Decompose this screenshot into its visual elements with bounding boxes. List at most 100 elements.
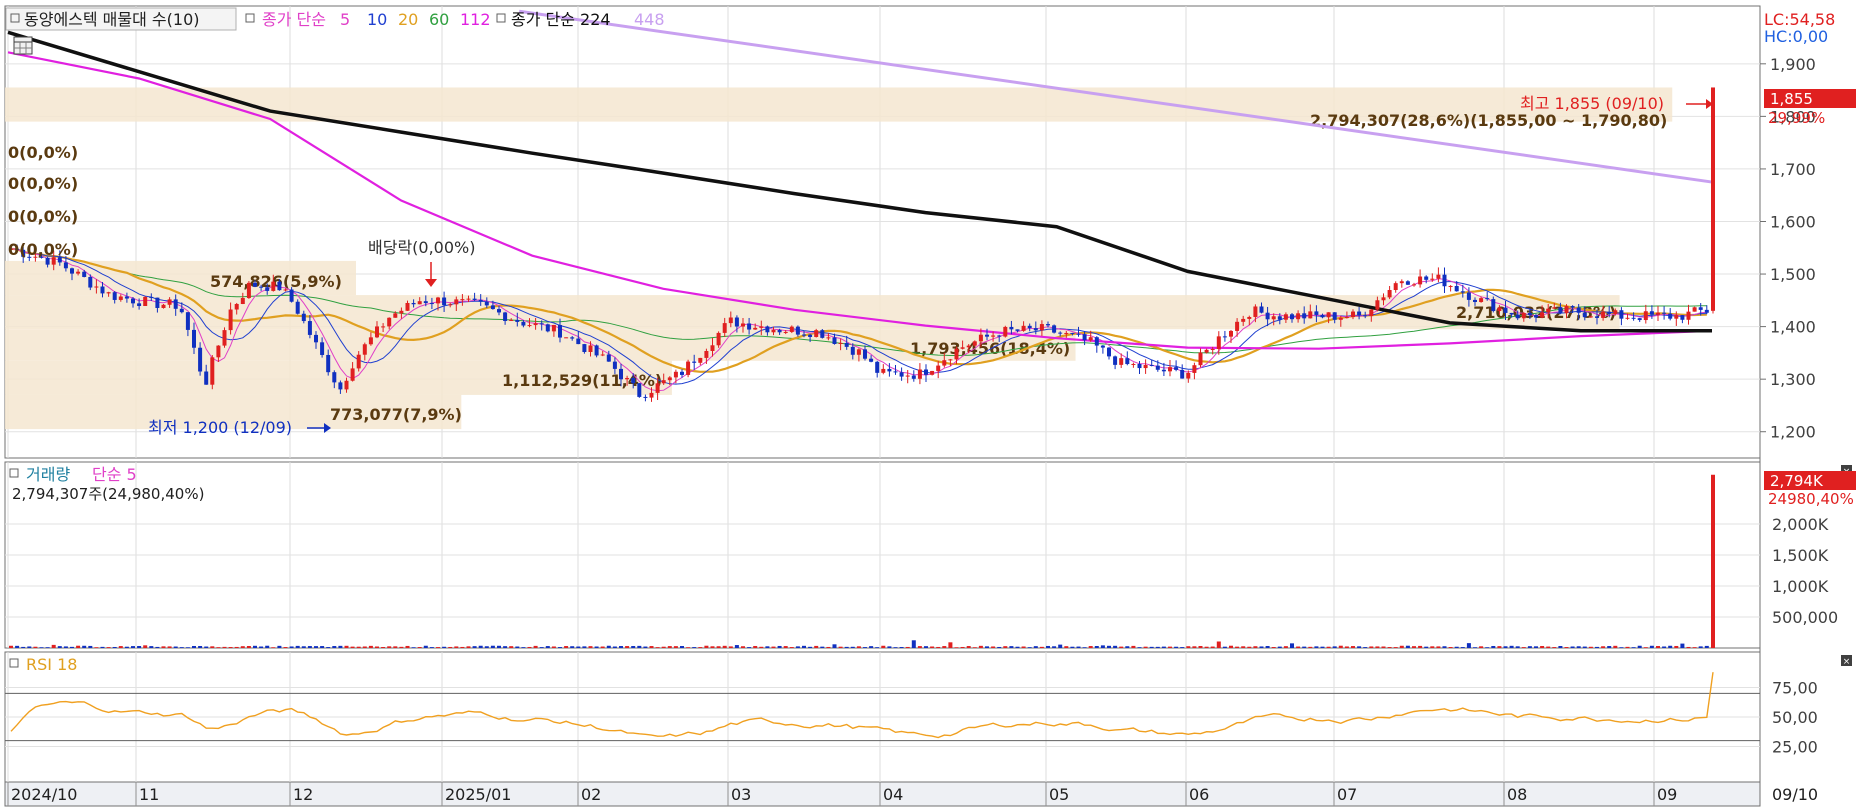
candle-body — [881, 368, 886, 373]
candle-body — [497, 309, 501, 313]
volume-bar — [753, 645, 758, 648]
legend-ma-112[interactable]: 112 — [460, 10, 491, 29]
volume-bar — [1692, 647, 1697, 648]
volume-tick-label: 2,000K — [1772, 515, 1829, 534]
legend-ma-label[interactable]: 종가 단순 — [262, 10, 326, 29]
volume-bar — [1369, 646, 1374, 648]
volume-profile-label: 773,077(7,9%) — [330, 405, 462, 424]
candle-body — [814, 330, 819, 337]
candle-body — [1137, 363, 1142, 369]
legend-square-icon — [10, 13, 20, 23]
volume-bar — [368, 645, 373, 648]
volume-bar — [1198, 646, 1203, 648]
candle-body — [917, 369, 922, 379]
volume-bar — [917, 646, 922, 648]
candle-body — [63, 262, 68, 269]
candle-body — [1265, 312, 1270, 320]
candle-body — [533, 323, 538, 326]
candle-body — [1637, 318, 1642, 321]
volume-bar — [643, 646, 648, 648]
candle-body — [1033, 328, 1038, 331]
candle-body — [1466, 292, 1471, 300]
candle-body — [863, 349, 867, 359]
volume-legend-label[interactable]: 거래량 — [26, 465, 70, 484]
volume-bar — [350, 646, 355, 648]
candle-body — [460, 299, 465, 301]
volume-bar — [1052, 646, 1057, 648]
volume-bar — [307, 646, 312, 648]
volume-bar — [1625, 646, 1630, 648]
price-last-badge — [1764, 89, 1856, 108]
volume-profile-bar — [5, 329, 1076, 361]
candle-body — [1540, 312, 1545, 318]
volume-bar — [570, 646, 575, 648]
candle-body — [631, 377, 636, 384]
close-icon[interactable]: × — [1841, 655, 1852, 667]
legend-ma-5[interactable]: 5 — [340, 10, 350, 29]
candle-body — [856, 349, 861, 355]
candle-body — [1424, 276, 1429, 280]
volume-bar — [27, 646, 32, 648]
candle-body — [1125, 358, 1130, 365]
volume-bar — [1674, 645, 1679, 648]
volume-bar — [631, 646, 636, 648]
candle-body — [124, 296, 129, 299]
candle-body — [698, 357, 703, 363]
volume-bar — [405, 645, 410, 648]
candle-body — [1485, 298, 1490, 300]
volume-bar — [399, 646, 404, 648]
volume-bar — [1564, 647, 1569, 648]
volume-bar — [1344, 646, 1349, 648]
legend-ma2-label[interactable]: 종가 단순 224 — [511, 10, 611, 29]
volume-bar — [9, 645, 13, 648]
candle-body — [936, 365, 941, 371]
date-tick-label: 02 — [581, 785, 601, 804]
volume-bar — [155, 646, 160, 648]
candle-body — [1527, 313, 1532, 316]
ma-112-line — [7, 51, 1713, 350]
rsi-tick-label: 50,00 — [1772, 708, 1818, 727]
legend-stock-box[interactable] — [5, 7, 237, 31]
price-tick-label: 1,900 — [1770, 55, 1816, 74]
candle-body — [1070, 332, 1075, 334]
volume-bar — [1375, 646, 1380, 648]
legend-ma-10[interactable]: 10 — [367, 10, 387, 29]
volume-bar — [1216, 641, 1221, 648]
legend-ma2-extra[interactable]: 448 — [634, 10, 665, 29]
rsi-line — [10, 672, 1714, 739]
calendar-icon[interactable] — [13, 36, 33, 55]
candle-body — [246, 282, 251, 299]
rsi-legend-label[interactable]: RSI 18 — [26, 655, 77, 674]
volume-bar — [783, 646, 788, 648]
candle-body — [564, 337, 569, 339]
candle-body — [143, 296, 148, 307]
candle-body — [1357, 311, 1362, 316]
volume-bar — [698, 647, 703, 648]
volume-bar — [460, 646, 465, 648]
legend-ma-20[interactable]: 20 — [398, 10, 418, 29]
candle-body — [76, 271, 81, 274]
candle-body — [1552, 307, 1557, 309]
volume-bar — [1595, 646, 1599, 648]
candle-body — [185, 312, 190, 330]
volume-bar — [1271, 647, 1276, 648]
volume-bar — [637, 645, 642, 648]
volume-bar — [655, 647, 660, 648]
volume-bar — [1680, 643, 1685, 648]
volume-bar — [1637, 645, 1642, 648]
volume-bar — [1552, 647, 1557, 648]
legend-ma-60[interactable]: 60 — [429, 10, 449, 29]
volume-ma-label[interactable]: 단순 5 — [92, 465, 137, 484]
volume-bar — [1290, 643, 1294, 648]
volume-bar — [1149, 646, 1154, 648]
volume-bar — [1558, 645, 1563, 648]
volume-bar — [1515, 646, 1520, 648]
candle-body — [1015, 329, 1020, 331]
volume-bar — [356, 646, 361, 648]
candle-body — [649, 392, 654, 398]
date-tick-label: 2025/01 — [445, 785, 511, 804]
volume-bar — [1613, 645, 1618, 648]
candle-body — [490, 305, 495, 310]
volume-bar — [1058, 644, 1063, 648]
